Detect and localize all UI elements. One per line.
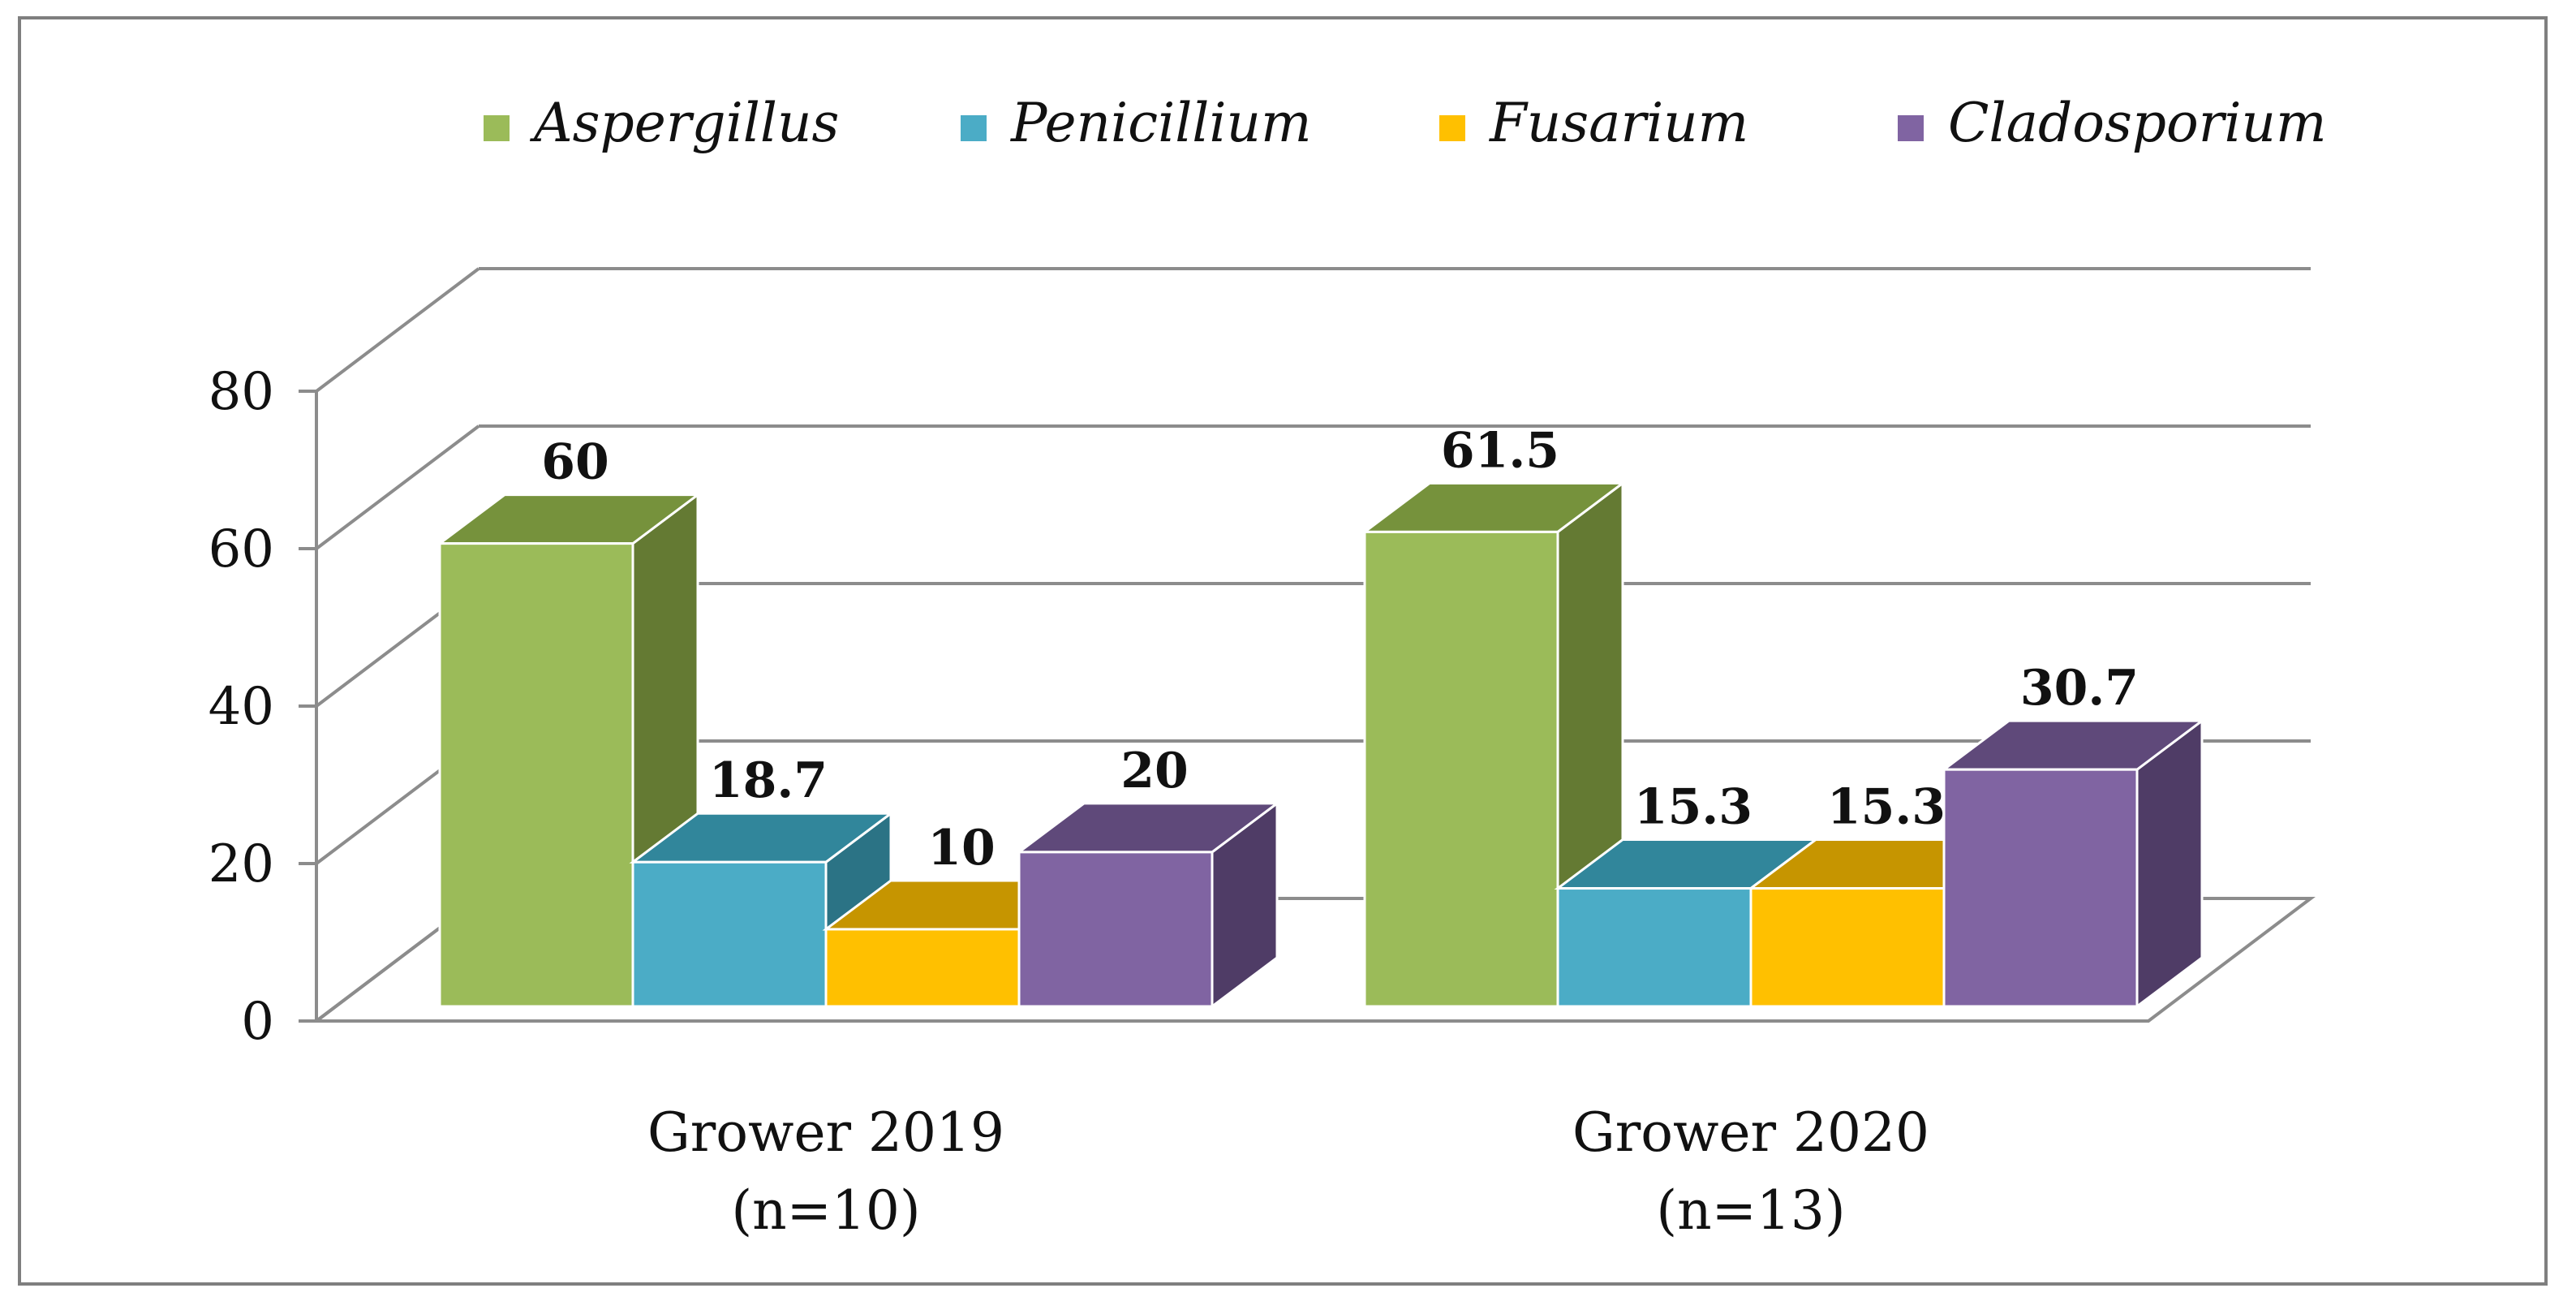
legend-item-cladosporium: Cladosporium <box>1898 92 2327 154</box>
bar-cladosporium-2: 30.7 <box>1940 660 2206 1009</box>
bars-group: 60 18.7 10 20 61.5 15.3 15.3 30.7 <box>436 422 2206 1009</box>
y-tick-label: 0 <box>241 992 274 1052</box>
legend-item-penicillium: Penicillium <box>961 92 1312 154</box>
bar-front-face <box>824 928 1021 1008</box>
chart-frame: 0 20 40 60 80 60 18.7 10 20 61.5 15.3 15.3 30.7 Growe… <box>18 16 2548 1286</box>
legend-label: Cladosporium <box>1948 92 2327 154</box>
y-tick-label: 60 <box>209 519 274 579</box>
x-category-sublabel: (n=13) <box>1656 1179 1845 1242</box>
data-label: 60 <box>541 434 609 491</box>
legend-item-aspergillus: Aspergillus <box>484 92 839 154</box>
y-tick-label: 20 <box>209 834 274 894</box>
bar-cladosporium-1: 20 <box>1015 743 1281 1009</box>
data-label: 18.7 <box>709 752 828 809</box>
y-tick-label: 80 <box>209 362 274 422</box>
legend-item-fusarium: Fusarium <box>1439 92 1748 154</box>
bar-front-face <box>1556 887 1752 1008</box>
x-category-label: Grower 2019 <box>647 1101 1004 1164</box>
x-category-label: Grower 2020 <box>1572 1101 1929 1164</box>
legend-label: Fusarium <box>1489 92 1748 154</box>
x-category-sublabel: (n=10) <box>731 1179 920 1242</box>
bar-front-face <box>1363 530 1559 1008</box>
chart-svg: 0 20 40 60 80 60 18.7 10 20 61.5 15.3 15.3 30.7 Growe… <box>209 92 2327 1242</box>
side-wall-gridline <box>315 267 480 393</box>
data-label: 20 <box>1120 743 1189 799</box>
legend-swatch <box>1898 115 1924 141</box>
data-label: 10 <box>927 820 996 877</box>
data-label: 30.7 <box>2020 660 2139 717</box>
data-label: 15.3 <box>1827 779 1946 836</box>
y-tick-label: 40 <box>209 677 274 737</box>
data-label: 61.5 <box>1441 422 1559 479</box>
bar-front-face <box>438 542 634 1008</box>
legend-swatch <box>1439 115 1465 141</box>
legend-label: Penicillium <box>1010 92 1312 154</box>
side-wall-gridline <box>315 424 480 550</box>
legend-swatch <box>484 115 510 141</box>
legend-swatch <box>961 115 987 141</box>
legend-label: Aspergillus <box>529 92 839 154</box>
data-label: 15.3 <box>1634 779 1752 836</box>
bar-front-face <box>1942 768 2139 1008</box>
bar-front-face <box>631 860 828 1008</box>
legend: Aspergillus Penicillium Fusarium Cladospori… <box>484 92 2327 154</box>
bar-front-face <box>1017 851 1214 1008</box>
bar-front-face <box>1749 887 1946 1008</box>
